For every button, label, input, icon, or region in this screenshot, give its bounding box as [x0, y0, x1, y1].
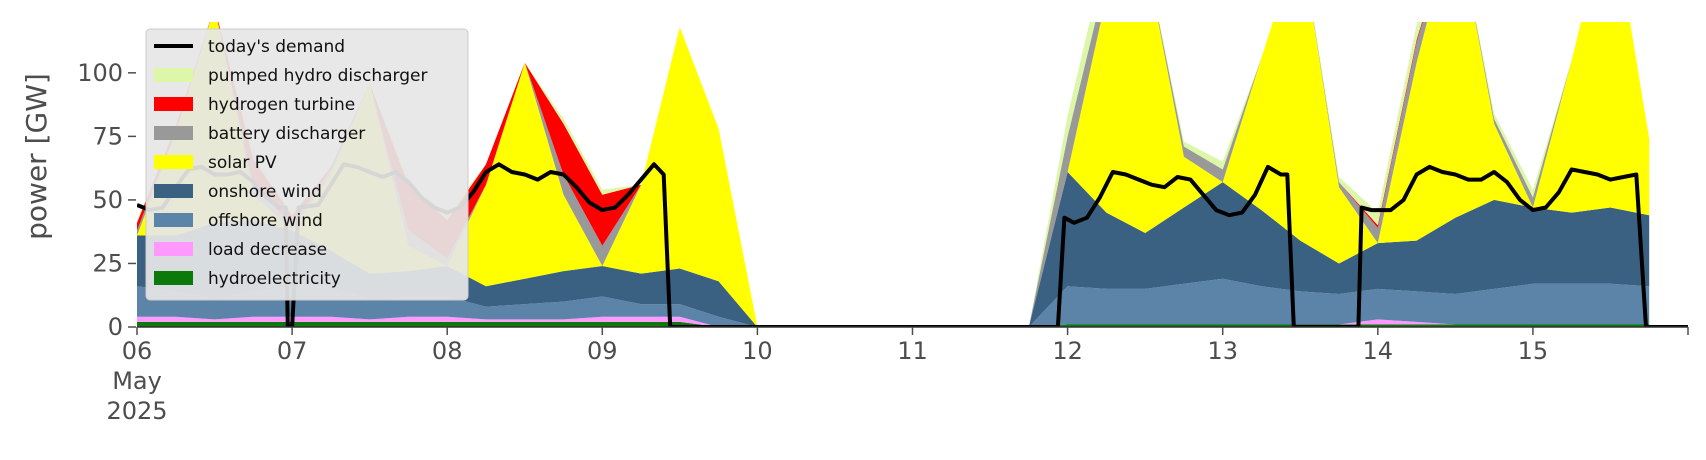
y-tick-label: 0	[108, 313, 123, 341]
legend-box	[145, 28, 469, 301]
legend-label-offshore-wind: offshore wind	[208, 211, 323, 231]
legend-swatch-hydrogen-turbine	[154, 97, 193, 111]
x-tick-label: 11	[897, 337, 928, 365]
legend-label-load-decrease: load decrease	[208, 240, 327, 260]
legend-label-hydroelectricity: hydroelectricity	[208, 269, 341, 289]
y-tick-label: 75	[92, 122, 123, 150]
stacked-areas	[137, 22, 1650, 327]
x-tick-label: 07	[277, 337, 308, 365]
x-tick-label: 13	[1207, 337, 1238, 365]
area-offshore-wind	[137, 278, 1650, 327]
x-tick-label: 12	[1052, 337, 1083, 365]
legend-label-onshore-wind: onshore wind	[208, 182, 322, 202]
legend-swatch-hydroelectricity	[154, 271, 193, 285]
y-axis-label: power [GW]	[20, 73, 53, 240]
legend-swatch-load-decrease	[154, 242, 193, 256]
y-tick-label: 50	[92, 186, 123, 214]
area-solar-pv	[137, 22, 1650, 327]
legend-label-today-s-demand: today's demand	[208, 37, 345, 57]
x-tick-label: 08	[432, 337, 463, 365]
x-tick-label: 09	[587, 337, 618, 365]
area-hydroelectricity	[137, 321, 1650, 327]
legend-label-solar-pv: solar PV	[208, 153, 277, 173]
x-tick-label: 06	[122, 337, 153, 365]
legend-swatch-battery-discharger	[154, 126, 193, 140]
x-tick-label: 15	[1518, 337, 1549, 365]
x-tick-label: 14	[1363, 337, 1394, 365]
legend: today's demand pumped hydro discharger hyd…	[145, 28, 469, 301]
legend-swatch-solar-pv	[154, 155, 193, 169]
legend-swatch-onshore-wind	[154, 184, 193, 198]
legend-swatch-offshore-wind	[154, 213, 193, 227]
legend-label-battery-discharger: battery discharger	[208, 124, 365, 144]
legend-label-pumped-hydro-discharger: pumped hydro discharger	[208, 66, 427, 86]
x-tick-label: May	[112, 367, 162, 395]
y-tick-label: 25	[92, 249, 123, 277]
x-tick-label: 10	[742, 337, 773, 365]
y-tick-label: 100	[77, 59, 123, 87]
legend-swatch-pumped-hydro-discharger	[154, 68, 193, 82]
x-tick-label: 2025	[106, 397, 167, 425]
area-onshore-wind	[137, 172, 1650, 327]
legend-label-hydrogen-turbine: hydrogen turbine	[208, 95, 355, 115]
